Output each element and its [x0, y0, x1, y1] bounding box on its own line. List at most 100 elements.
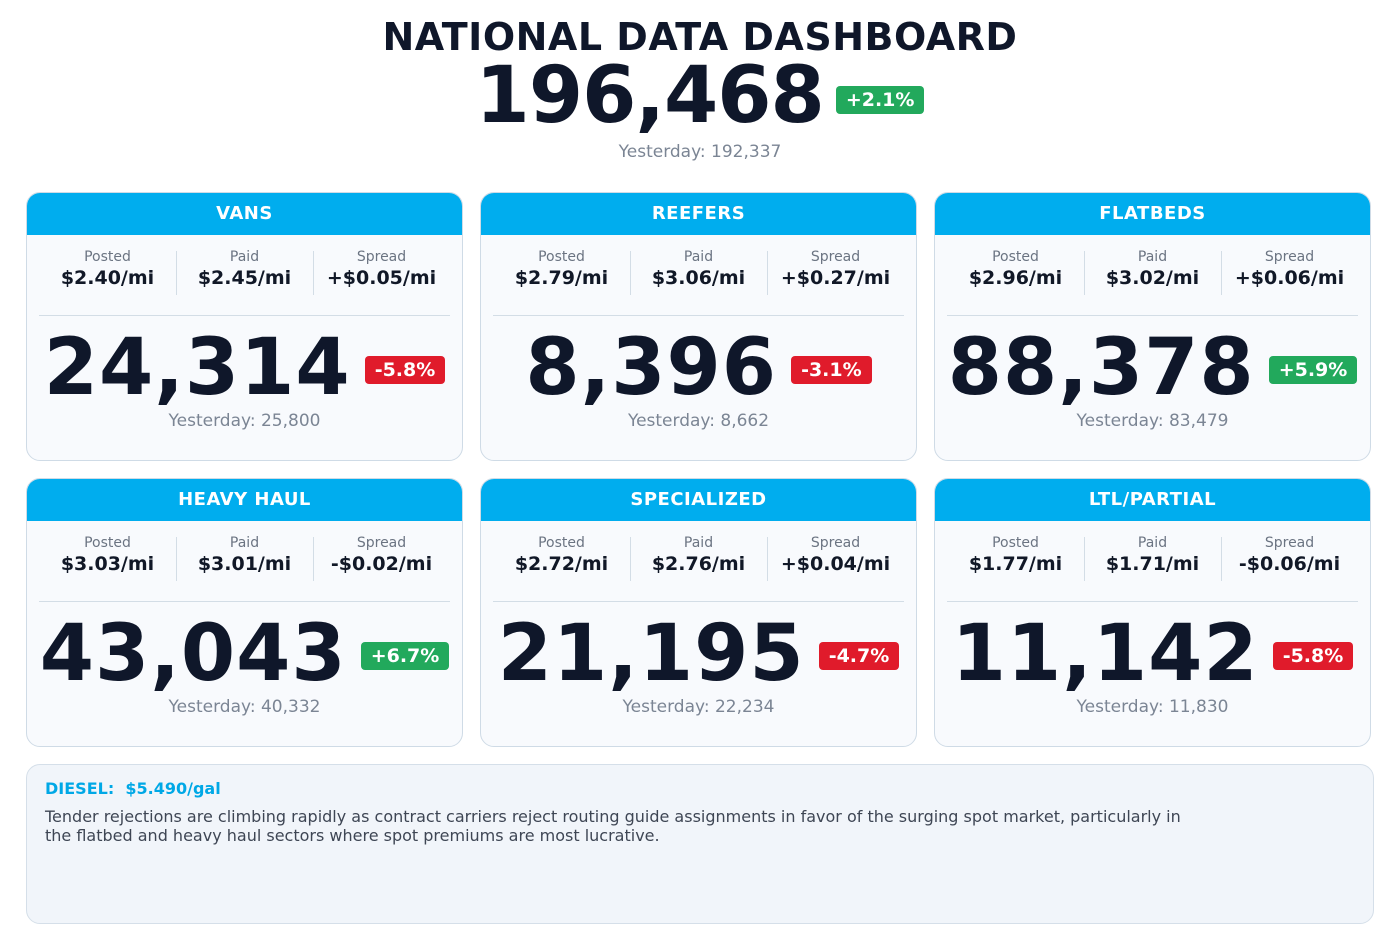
change-badge: -3.1% [791, 356, 872, 384]
rate-value: $2.79/mi [514, 267, 609, 289]
load-count: 43,043 [39, 609, 347, 699]
rate-value: -$0.06/mi [1238, 553, 1341, 575]
rate-spread: Spread -$0.02/mi [313, 533, 450, 591]
rate-paid: Paid $3.02/mi [1084, 247, 1221, 305]
card-heavy-haul: HEAVY HAUL Posted $3.03/mi Paid $3.01/mi S… [26, 478, 463, 747]
rate-label: Posted [992, 249, 1039, 265]
card-specialized: SPECIALIZED Posted $2.72/mi Paid $2.76/mi … [480, 478, 917, 747]
rate-value: $3.02/mi [1105, 267, 1200, 289]
total-value: 196,468 [475, 51, 825, 141]
rate-label: Paid [683, 535, 714, 551]
rate-posted: Posted $2.40/mi [39, 247, 176, 305]
rates-row: Posted $2.72/mi Paid $2.76/mi Spread +$0.04… [493, 533, 904, 602]
rates-row: Posted $2.79/mi Paid $3.06/mi Spread +$0.27… [493, 247, 904, 316]
rate-label: Paid [683, 249, 714, 265]
card-title: REEFERS [481, 193, 916, 235]
market-note-panel: DIESEL: $5.490/gal Tender rejections are… [26, 764, 1374, 924]
card-flatbeds: FLATBEDS Posted $2.96/mi Paid $3.02/mi Spr… [934, 192, 1371, 461]
rate-value: $1.71/mi [1105, 553, 1200, 575]
load-count-row: 24,314 -5.8% [27, 326, 462, 410]
rate-paid: Paid $3.06/mi [630, 247, 767, 305]
rate-value: +$0.04/mi [780, 553, 891, 575]
rate-label: Posted [538, 535, 585, 551]
page-title: NATIONAL DATA DASHBOARD [382, 15, 1018, 59]
rates-row: Posted $3.03/mi Paid $3.01/mi Spread -$0.02… [39, 533, 450, 602]
rate-spread: Spread +$0.27/mi [767, 247, 904, 305]
rate-value: +$0.06/mi [1234, 267, 1345, 289]
load-count: 88,378 [947, 323, 1255, 413]
load-count: 24,314 [43, 323, 351, 413]
change-badge: -5.8% [1272, 642, 1354, 670]
rate-posted: Posted $2.96/mi [947, 247, 1084, 305]
rates-row: Posted $1.77/mi Paid $1.71/mi Spread -$0.06… [947, 533, 1358, 602]
rate-label: Posted [84, 249, 131, 265]
load-count: 8,396 [525, 323, 778, 413]
card-title: SPECIALIZED [481, 479, 916, 521]
rate-value: $3.06/mi [651, 267, 746, 289]
rate-label: Paid [229, 535, 260, 551]
yesterday-value: Yesterday: 8,662 [627, 411, 770, 431]
yesterday-total: Yesterday: 192,337 [618, 142, 782, 162]
rate-label: Posted [992, 535, 1039, 551]
load-count-row: 43,043 +6.7% [27, 612, 462, 696]
load-count: 11,142 [951, 609, 1259, 699]
rate-posted: Posted $3.03/mi [39, 533, 176, 591]
yesterday-value: Yesterday: 83,479 [1076, 411, 1229, 431]
rates-row: Posted $2.40/mi Paid $2.45/mi Spread +$0.05… [39, 247, 450, 316]
rate-paid: Paid $3.01/mi [176, 533, 313, 591]
rate-value: $2.96/mi [968, 267, 1063, 289]
card-reefers: REEFERS Posted $2.79/mi Paid $3.06/mi Spre… [480, 192, 917, 461]
load-count-row: 11,142 -5.8% [935, 612, 1370, 696]
yesterday-value: Yesterday: 11,830 [1076, 697, 1229, 717]
rate-posted: Posted $2.72/mi [493, 533, 630, 591]
rate-value: $2.76/mi [651, 553, 746, 575]
rate-label: Paid [1137, 249, 1168, 265]
rate-spread: Spread +$0.06/mi [1221, 247, 1358, 305]
load-count: 21,195 [497, 609, 805, 699]
rate-value: $2.45/mi [197, 267, 292, 289]
rate-label: Paid [1137, 535, 1168, 551]
card-title: VANS [27, 193, 462, 235]
rate-spread: Spread +$0.05/mi [313, 247, 450, 305]
rate-label: Spread [810, 249, 861, 265]
rate-label: Posted [84, 535, 131, 551]
load-count-row: 8,396 -3.1% [481, 326, 916, 410]
rate-value: -$0.02/mi [330, 553, 433, 575]
change-badge: +5.9% [1268, 356, 1358, 384]
rate-paid: Paid $2.45/mi [176, 247, 313, 305]
market-commentary: Tender rejections are climbing rapidly a… [45, 807, 1181, 845]
rate-value: +$0.05/mi [326, 267, 437, 289]
rate-paid: Paid $2.76/mi [630, 533, 767, 591]
change-badge: -5.8% [364, 356, 446, 384]
rate-spread: Spread +$0.04/mi [767, 533, 904, 591]
card-title: HEAVY HAUL [27, 479, 462, 521]
rates-row: Posted $2.96/mi Paid $3.02/mi Spread +$0.06… [947, 247, 1358, 316]
rate-label: Spread [356, 249, 407, 265]
card-ltl-partial: LTL/PARTIAL Posted $1.77/mi Paid $1.71/mi … [934, 478, 1371, 747]
rate-value: +$0.27/mi [780, 267, 891, 289]
card-vans: VANS Posted $2.40/mi Paid $2.45/mi Spread +… [26, 192, 463, 461]
rate-value: $1.77/mi [968, 553, 1063, 575]
rate-value: $3.01/mi [197, 553, 292, 575]
yesterday-value: Yesterday: 25,800 [168, 411, 321, 431]
rate-label: Paid [229, 249, 260, 265]
rate-label: Spread [356, 535, 407, 551]
rate-paid: Paid $1.71/mi [1084, 533, 1221, 591]
yesterday-value: Yesterday: 22,234 [622, 697, 775, 717]
card-title: LTL/PARTIAL [935, 479, 1370, 521]
rate-value: $3.03/mi [60, 553, 155, 575]
national-total: 196,468 +2.1% [0, 54, 1400, 138]
load-count-row: 88,378 +5.9% [935, 326, 1370, 410]
rate-label: Spread [1264, 535, 1315, 551]
change-badge: +6.7% [360, 642, 450, 670]
change-badge: -4.7% [818, 642, 900, 670]
rate-label: Spread [1264, 249, 1315, 265]
rate-posted: Posted $1.77/mi [947, 533, 1084, 591]
yesterday-value: Yesterday: 40,332 [168, 697, 321, 717]
diesel-price: DIESEL: $5.490/gal [45, 779, 221, 798]
rate-value: $2.40/mi [60, 267, 155, 289]
rate-label: Spread [810, 535, 861, 551]
rate-label: Posted [538, 249, 585, 265]
card-title: FLATBEDS [935, 193, 1370, 235]
load-count-row: 21,195 -4.7% [481, 612, 916, 696]
